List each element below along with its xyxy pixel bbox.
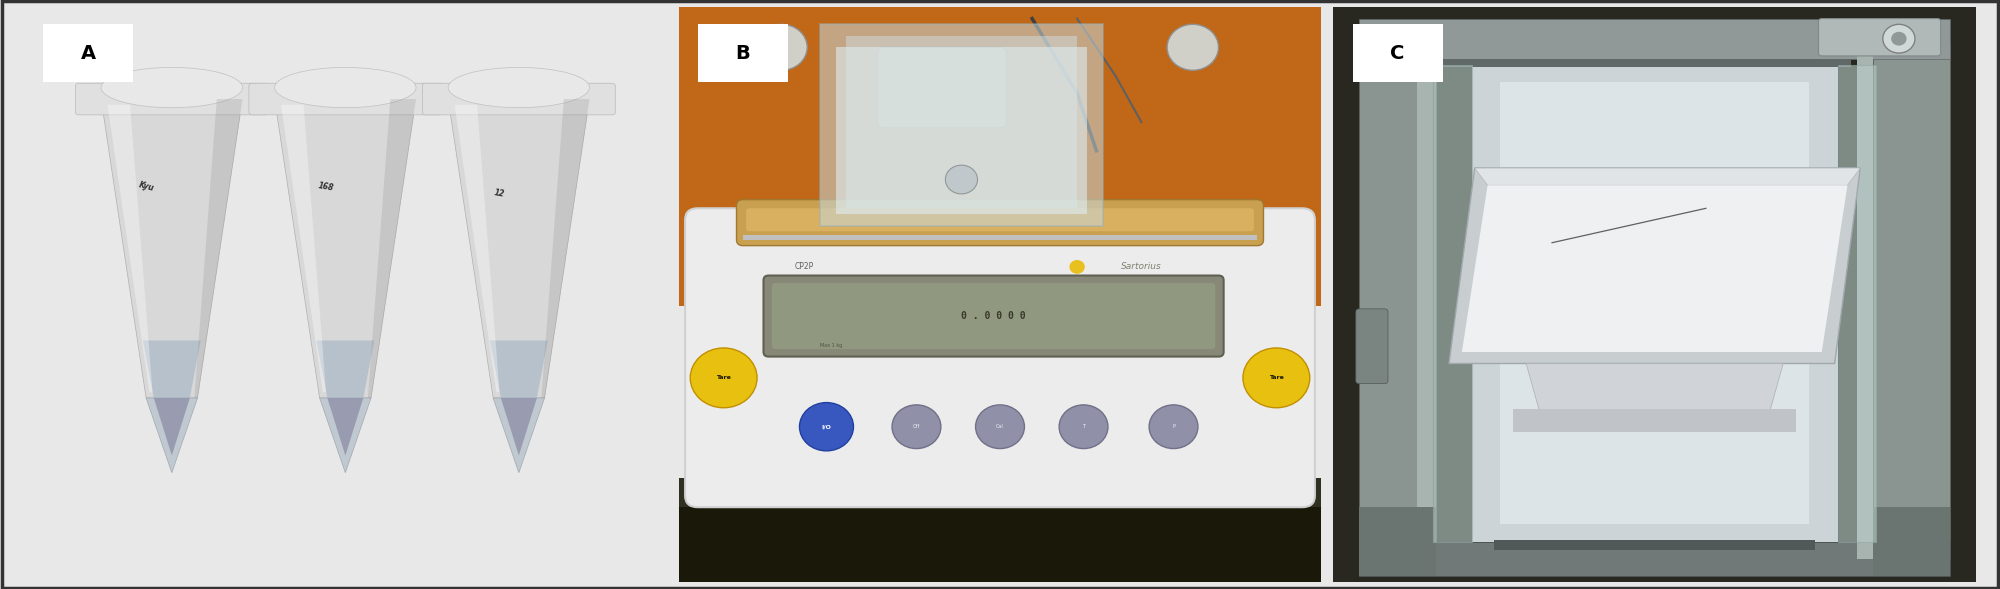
Text: Tare: Tare xyxy=(716,375,732,380)
Bar xyxy=(1874,42,1950,559)
Polygon shape xyxy=(316,340,374,398)
Text: Off: Off xyxy=(912,424,920,429)
Ellipse shape xyxy=(448,67,590,108)
Circle shape xyxy=(1070,260,1084,274)
Bar xyxy=(1360,19,1950,59)
Bar xyxy=(678,478,1322,507)
Polygon shape xyxy=(102,99,242,398)
Bar xyxy=(678,7,1322,306)
Text: C: C xyxy=(1390,44,1404,62)
FancyBboxPatch shape xyxy=(1352,24,1442,82)
FancyBboxPatch shape xyxy=(772,283,1216,349)
FancyBboxPatch shape xyxy=(698,24,788,82)
Text: 12: 12 xyxy=(494,188,506,198)
Text: 0 . 0 0 0 0: 0 . 0 0 0 0 xyxy=(962,312,1026,322)
FancyBboxPatch shape xyxy=(76,83,268,115)
FancyBboxPatch shape xyxy=(820,24,1102,226)
Circle shape xyxy=(690,348,758,408)
Text: CP2P: CP2P xyxy=(794,262,814,270)
Text: Cal: Cal xyxy=(996,424,1004,429)
Polygon shape xyxy=(146,398,198,473)
Text: B: B xyxy=(736,44,750,62)
Polygon shape xyxy=(274,99,416,398)
Bar xyxy=(742,235,1258,240)
Text: P: P xyxy=(1172,424,1174,429)
FancyBboxPatch shape xyxy=(836,47,1086,214)
Circle shape xyxy=(976,405,1024,449)
Polygon shape xyxy=(1462,186,1848,352)
Bar xyxy=(1360,542,1950,576)
Text: Max 1 kg: Max 1 kg xyxy=(820,343,842,348)
Circle shape xyxy=(1242,348,1310,408)
Polygon shape xyxy=(108,105,152,392)
Polygon shape xyxy=(282,105,326,392)
Text: Kyu: Kyu xyxy=(138,180,154,193)
Polygon shape xyxy=(1474,168,1860,186)
Polygon shape xyxy=(542,99,590,398)
Text: A: A xyxy=(80,44,96,62)
Polygon shape xyxy=(490,340,548,398)
Polygon shape xyxy=(494,398,544,473)
Bar xyxy=(1432,65,1472,542)
Bar xyxy=(1838,65,1876,542)
Text: Sartorius: Sartorius xyxy=(1122,262,1162,270)
Circle shape xyxy=(892,405,940,449)
Circle shape xyxy=(756,24,808,70)
Bar xyxy=(1858,42,1874,559)
FancyBboxPatch shape xyxy=(422,83,616,115)
Polygon shape xyxy=(194,99,242,398)
Bar xyxy=(1416,42,1432,559)
Bar xyxy=(1472,65,1838,542)
Bar xyxy=(1494,540,1816,550)
Circle shape xyxy=(946,165,978,194)
Circle shape xyxy=(1892,32,1906,45)
FancyBboxPatch shape xyxy=(44,24,134,82)
Bar xyxy=(1360,507,1436,576)
FancyBboxPatch shape xyxy=(846,36,1078,214)
Polygon shape xyxy=(1514,409,1796,432)
Bar xyxy=(1500,82,1808,524)
Bar xyxy=(1432,59,1850,67)
FancyBboxPatch shape xyxy=(746,209,1254,231)
Text: 168: 168 xyxy=(318,181,334,193)
Polygon shape xyxy=(142,340,200,398)
Circle shape xyxy=(1150,405,1198,449)
Polygon shape xyxy=(1526,363,1784,409)
FancyBboxPatch shape xyxy=(1356,309,1388,383)
Circle shape xyxy=(1882,24,1914,53)
Ellipse shape xyxy=(102,67,242,108)
Polygon shape xyxy=(500,398,536,455)
Circle shape xyxy=(1168,24,1218,70)
Circle shape xyxy=(800,402,854,451)
Polygon shape xyxy=(328,398,364,455)
Circle shape xyxy=(1060,405,1108,449)
Polygon shape xyxy=(154,398,190,455)
Bar xyxy=(678,496,1322,582)
Text: Tare: Tare xyxy=(1268,375,1284,380)
FancyBboxPatch shape xyxy=(686,209,1314,507)
Polygon shape xyxy=(454,105,500,392)
FancyBboxPatch shape xyxy=(736,200,1264,246)
Bar xyxy=(1874,507,1950,576)
Polygon shape xyxy=(1450,168,1860,363)
Bar xyxy=(1360,42,1436,559)
Polygon shape xyxy=(368,99,416,398)
FancyBboxPatch shape xyxy=(878,47,1006,128)
FancyBboxPatch shape xyxy=(764,276,1224,356)
Ellipse shape xyxy=(274,67,416,108)
FancyBboxPatch shape xyxy=(248,83,442,115)
Polygon shape xyxy=(448,99,590,398)
FancyBboxPatch shape xyxy=(1818,19,1940,56)
Text: T: T xyxy=(1082,424,1086,429)
Polygon shape xyxy=(320,398,372,473)
Text: I/O: I/O xyxy=(822,424,832,429)
